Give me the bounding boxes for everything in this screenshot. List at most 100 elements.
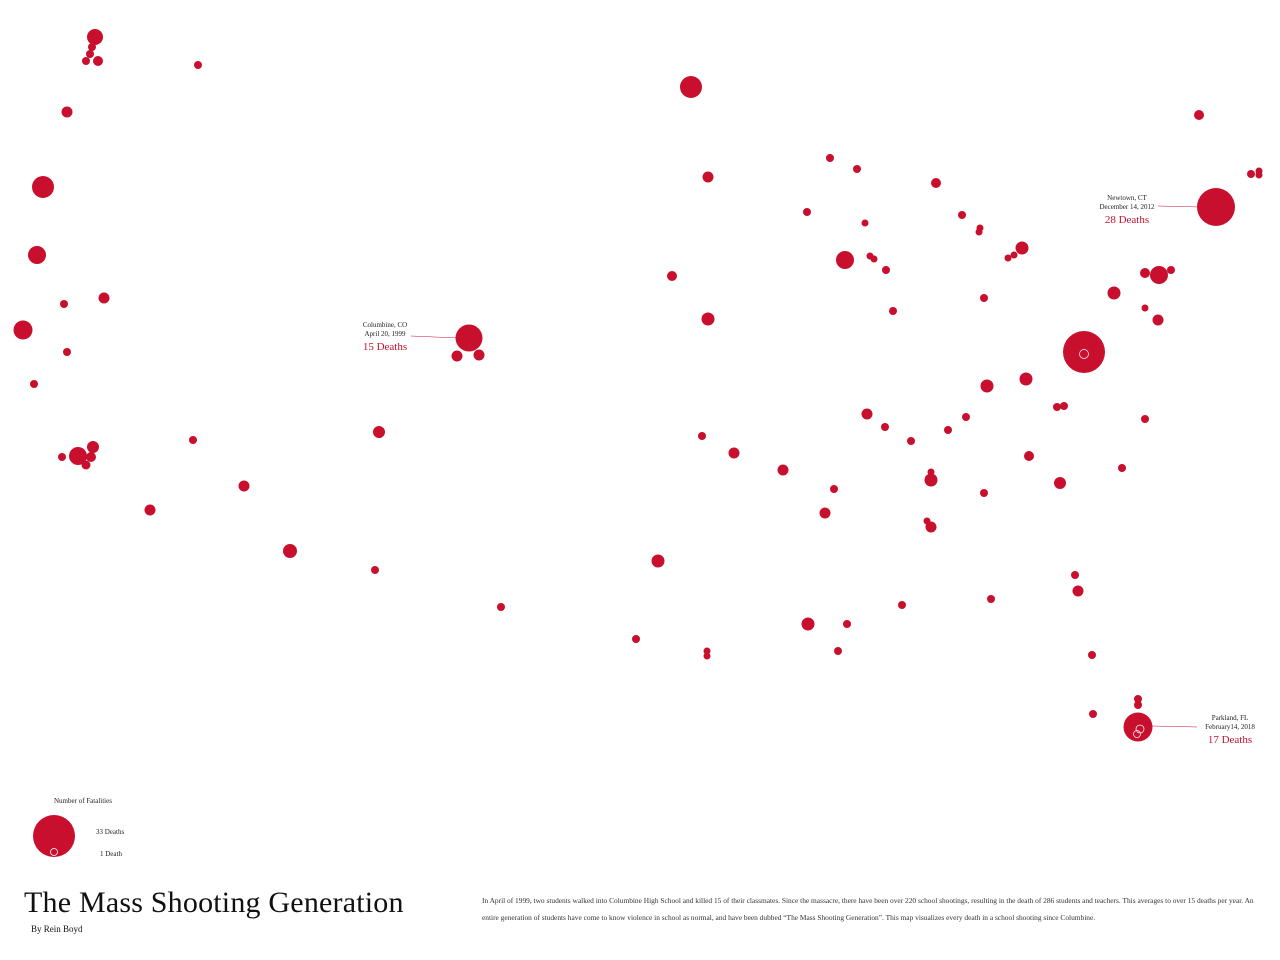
- incident-marker-59: [1004, 254, 1012, 262]
- incident-marker-17: [86, 452, 96, 462]
- incident-marker-89: [1150, 266, 1168, 284]
- columbine-callout: Columbine, CO April 20, 1999 15 Deaths: [350, 321, 420, 355]
- incident-marker-22: [238, 480, 250, 492]
- incident-marker-68: [1053, 403, 1061, 411]
- newtown-leader-line: [1157, 205, 1201, 208]
- incident-marker-76: [819, 507, 831, 519]
- incident-marker-47: [861, 219, 869, 227]
- incident-marker-86: [1134, 701, 1142, 709]
- incident-marker-91: [1141, 304, 1149, 312]
- legend-title: Number of Fatalities: [54, 797, 112, 805]
- incident-marker-28: [451, 350, 463, 362]
- incident-marker-71: [924, 473, 938, 487]
- newtown-date: December 14, 2012: [1099, 203, 1155, 211]
- incident-marker-62: [881, 423, 889, 431]
- incident-marker-8: [32, 176, 54, 198]
- incident-marker-35: [728, 447, 740, 459]
- incident-marker-63: [907, 437, 915, 445]
- incident-marker-6: [194, 61, 202, 69]
- incident-marker-14: [30, 380, 38, 388]
- incident-marker-66: [980, 379, 994, 393]
- incident-marker-87: [1107, 286, 1121, 300]
- incident-marker-21: [189, 436, 197, 444]
- columbine-place: Columbine, CO: [362, 321, 408, 329]
- columbine-date: April 20, 1999: [364, 330, 406, 338]
- incident-marker-50: [870, 255, 878, 263]
- incident-markers: [13, 29, 1263, 742]
- incident-marker-42: [843, 620, 851, 628]
- incident-marker-5: [93, 56, 103, 66]
- incident-marker-58: [1010, 251, 1018, 259]
- parkland-deaths: 17 Deaths: [1207, 734, 1253, 746]
- page-title: The Mass Shooting Generation: [24, 886, 404, 919]
- parkland-date: February14, 2018: [1205, 723, 1255, 731]
- incident-marker-78: [925, 521, 937, 533]
- byline: By Rein Boyd: [31, 924, 83, 934]
- incident-map: [13, 29, 1263, 742]
- columbine-deaths: 15 Deaths: [362, 341, 408, 353]
- incident-marker-82: [1072, 585, 1084, 597]
- incident-marker-53: [931, 178, 941, 188]
- newtown-deaths: 28 Deaths: [1104, 214, 1150, 226]
- parkland-leader-line: [1151, 725, 1198, 728]
- incident-ring-1: [1079, 349, 1089, 359]
- incident-marker-38: [632, 635, 640, 643]
- parkland-place: Parkland, FL: [1211, 714, 1249, 722]
- incident-marker-41: [801, 617, 815, 631]
- incident-marker-95: [1194, 110, 1204, 120]
- legend-min-circle: [50, 848, 58, 856]
- incident-marker-75: [830, 485, 838, 493]
- incident-marker-31: [702, 171, 714, 183]
- incident-marker-15: [69, 447, 87, 465]
- incident-marker-40: [703, 652, 711, 660]
- incident-marker-11: [98, 292, 110, 304]
- incident-marker-61: [861, 408, 873, 420]
- incident-marker-44: [826, 154, 834, 162]
- incident-marker-39: [703, 647, 711, 655]
- incident-marker-45: [853, 165, 861, 173]
- incident-marker-13: [63, 348, 71, 356]
- incident-marker-4: [82, 57, 90, 65]
- incident-marker-57: [1015, 241, 1029, 255]
- incident-marker-18: [81, 460, 91, 470]
- incident-marker-24: [373, 426, 385, 438]
- incident-marker-56: [975, 228, 983, 236]
- incident-marker-69: [1060, 402, 1068, 410]
- incident-marker-100: [1063, 331, 1105, 373]
- incident-marker-2: [88, 43, 96, 51]
- incident-marker-64: [944, 426, 952, 434]
- incident-marker-1: [87, 29, 103, 45]
- incident-ring-2: [1135, 724, 1145, 734]
- incident-marker-93: [1141, 415, 1149, 423]
- incident-marker-74: [1054, 477, 1066, 489]
- incident-marker-81: [1071, 571, 1079, 579]
- legend-min-label: 1 Death: [100, 850, 122, 858]
- incident-marker-12: [13, 320, 33, 340]
- columbine-leader-line: [410, 335, 459, 339]
- incident-marker-32: [667, 271, 677, 281]
- incident-marker-34: [698, 432, 706, 440]
- incident-marker-94: [1118, 464, 1126, 472]
- incident-marker-33: [701, 312, 715, 326]
- legend-max-label: 33 Deaths: [96, 828, 125, 836]
- incident-marker-10: [60, 300, 68, 308]
- incident-marker-79: [898, 601, 906, 609]
- incident-marker-73: [1024, 451, 1034, 461]
- callout-leader-lines: [410, 205, 1201, 728]
- incident-marker-98: [1255, 171, 1263, 179]
- newtown-place: Newtown, CT: [1107, 194, 1147, 202]
- legend-max-circle: [33, 815, 75, 857]
- incident-marker-67: [1019, 372, 1033, 386]
- parkland-callout: Parkland, FL February14, 2018 17 Deaths: [1198, 714, 1262, 748]
- incident-marker-83: [1088, 651, 1096, 659]
- incident-marker-20: [144, 504, 156, 516]
- incident-marker-3: [86, 50, 94, 58]
- incident-marker-19: [58, 453, 66, 461]
- incident-marker-36: [777, 464, 789, 476]
- incident-marker-84: [1089, 710, 1097, 718]
- incident-marker-43: [834, 647, 842, 655]
- incident-marker-30: [680, 76, 702, 98]
- incident-marker-29: [473, 349, 485, 361]
- description: In April of 1999, two students walked in…: [482, 896, 1254, 922]
- newtown-callout: Newtown, CT December 14, 2012 28 Deaths: [1090, 194, 1164, 228]
